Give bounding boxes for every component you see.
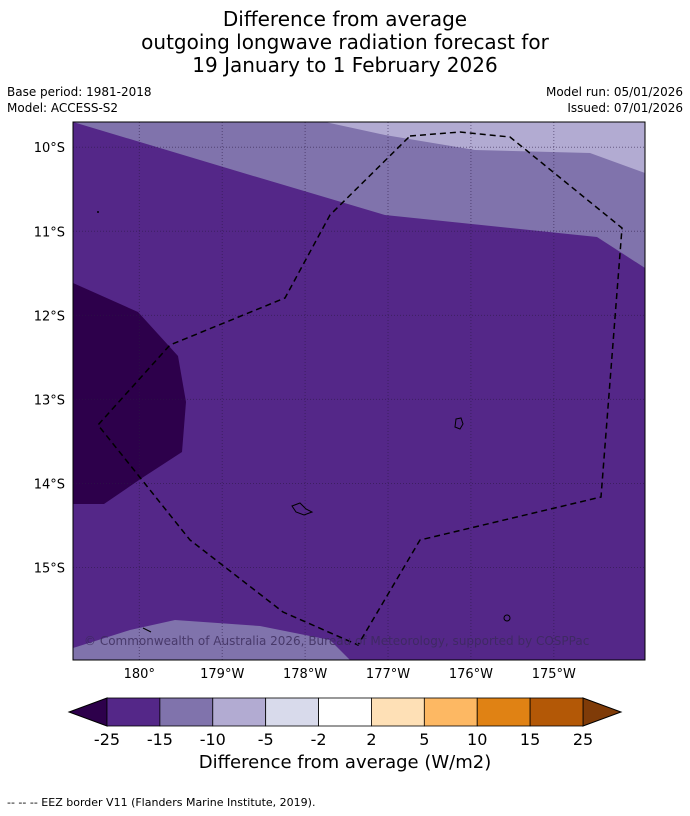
colorbar-bin [106, 697, 161, 727]
longitude-labels: 180° 179°W 178°W 177°W 176°W 175°W [124, 667, 576, 682]
colorbar-bin [529, 697, 584, 727]
colorbar-label: Difference from average (W/m2) [198, 752, 492, 773]
island-outline [454, 417, 464, 430]
lon-tick-label: 175°W [532, 667, 576, 682]
island-outline [142, 627, 152, 633]
lat-tick-label: 13°S [34, 393, 65, 408]
lon-tick-label: 178°W [283, 667, 327, 682]
lat-tick-label: 10°S [34, 141, 65, 156]
colorbar-tick-label: 15 [520, 730, 540, 749]
lat-tick-label: 12°S [34, 309, 65, 324]
colorbar-tick-label: 5 [419, 730, 429, 749]
colorbar-bin [423, 697, 478, 727]
colorbar-over-arrow [582, 697, 623, 727]
meta-right: Model run: 05/01/2026 Issued: 07/01/2026 [546, 84, 683, 116]
lon-tick-label: 177°W [366, 667, 410, 682]
colorbar-tick-label: -5 [258, 730, 274, 749]
colorbar-under-arrow [67, 697, 108, 727]
anomaly-band-below-minus25 [73, 283, 186, 504]
colorbar: -25 -15 -10 -5 -2 2 5 10 15 25 [67, 697, 623, 749]
colorbar-tick-label: -25 [94, 730, 120, 749]
colorbar-tick-label: -10 [200, 730, 226, 749]
base-period-text: Base period: 1981-2018 [7, 85, 152, 99]
anomaly-band-minus10-minus15 [73, 122, 645, 268]
map-frame [72, 121, 646, 661]
copyright-credit: © Commonwealth of Australia 2026, Bureau… [84, 634, 589, 648]
model-run-text: Model run: 05/01/2026 [545, 85, 683, 99]
colorbar-bin [318, 697, 372, 727]
anomaly-band-bottom-minus10 [73, 620, 350, 660]
lat-tick-label: 11°S [34, 225, 65, 240]
eez-footnote: -- -- -- EEZ border V11 (Flanders Marine… [7, 796, 316, 809]
title-line-3: 19 January to 1 February 2026 [192, 53, 498, 77]
eez-border [97, 131, 623, 646]
latitude-labels: 10°S 11°S 12°S 13°S 14°S 15°S [34, 141, 65, 576]
issued-text: Issued: 07/01/2026 [567, 101, 683, 115]
title-line-2: outgoing longwave radiation forecast for [141, 30, 549, 54]
island-dot [97, 211, 99, 213]
map-title: Difference from average outgoing longwav… [0, 8, 690, 77]
title-line-1: Difference from average [222, 7, 468, 31]
colorbar-bin [371, 697, 425, 727]
colorbar-bin [265, 697, 319, 727]
lon-tick-label: 176°W [449, 667, 493, 682]
colorbar-bin [476, 697, 531, 727]
colorbar-bin [212, 697, 267, 727]
island-outline [291, 502, 314, 516]
graticule [73, 122, 645, 660]
lat-tick-label: 15°S [34, 562, 65, 577]
colorbar-tick-label: -15 [147, 730, 173, 749]
lat-tick-label: 14°S [34, 477, 65, 492]
lon-tick-label: 180° [124, 667, 155, 682]
colorbar-tick-label: 2 [366, 730, 376, 749]
colorbar-tick-label: -2 [311, 730, 327, 749]
model-text: Model: ACCESS-S2 [7, 101, 119, 115]
meta-left: Base period: 1981-2018 Model: ACCESS-S2 [7, 84, 152, 116]
colorbar-tick-label: 10 [467, 730, 487, 749]
lon-tick-label: 179°W [200, 667, 244, 682]
map-area: © Commonwealth of Australia 2026, Bureau… [73, 122, 645, 660]
island-outline [503, 614, 511, 622]
colorbar-bin [159, 697, 214, 727]
colorbar-tick-label: 25 [573, 730, 593, 749]
